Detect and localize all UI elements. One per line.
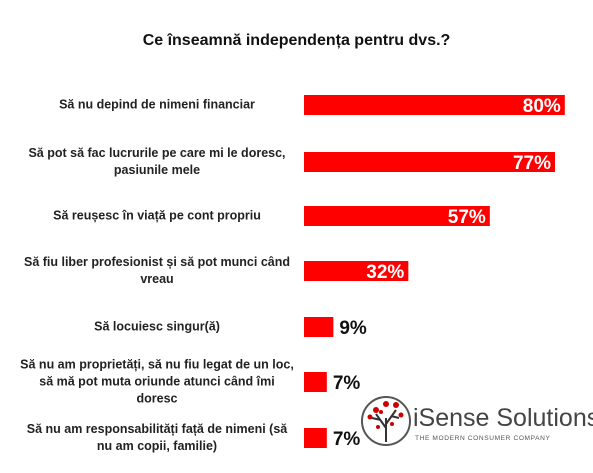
bar bbox=[304, 428, 327, 448]
value-label: 9% bbox=[339, 318, 367, 339]
category-label: Să pot să fac lucrurile pe care mi le do… bbox=[28, 146, 286, 177]
value-label: 7% bbox=[333, 373, 361, 394]
category-label: Să nu depind de nimeni financiar bbox=[59, 97, 255, 112]
bar bbox=[304, 261, 409, 281]
category-label: Să fiu liber profesionist și să pot munc… bbox=[23, 255, 291, 286]
bar bbox=[304, 372, 327, 392]
category-label: Să locuiesc singur(ă) bbox=[94, 319, 220, 334]
bar bbox=[304, 317, 334, 337]
logo-tagline: THE MODERN CONSUMER COMPANY bbox=[415, 435, 551, 442]
category-label: Să nu am responsabilități față de nimeni… bbox=[26, 422, 288, 453]
bar bbox=[304, 152, 556, 172]
logo-icon bbox=[361, 396, 411, 446]
chart-title: Ce înseamnă independența pentru dvs.? bbox=[142, 32, 451, 49]
value-label: 7% bbox=[333, 429, 361, 450]
bar bbox=[304, 206, 490, 226]
bar bbox=[304, 95, 565, 115]
logo-name: iSense Solutions bbox=[413, 404, 593, 432]
category-label: Să reușesc în viață pe cont propriu bbox=[53, 208, 261, 223]
value-label: 80% bbox=[523, 96, 561, 117]
value-label: 77% bbox=[513, 153, 551, 174]
value-label: 32% bbox=[366, 262, 404, 283]
value-label: 57% bbox=[448, 207, 486, 228]
category-label: Să nu am proprietăți, să nu fiu legat de… bbox=[20, 357, 294, 406]
